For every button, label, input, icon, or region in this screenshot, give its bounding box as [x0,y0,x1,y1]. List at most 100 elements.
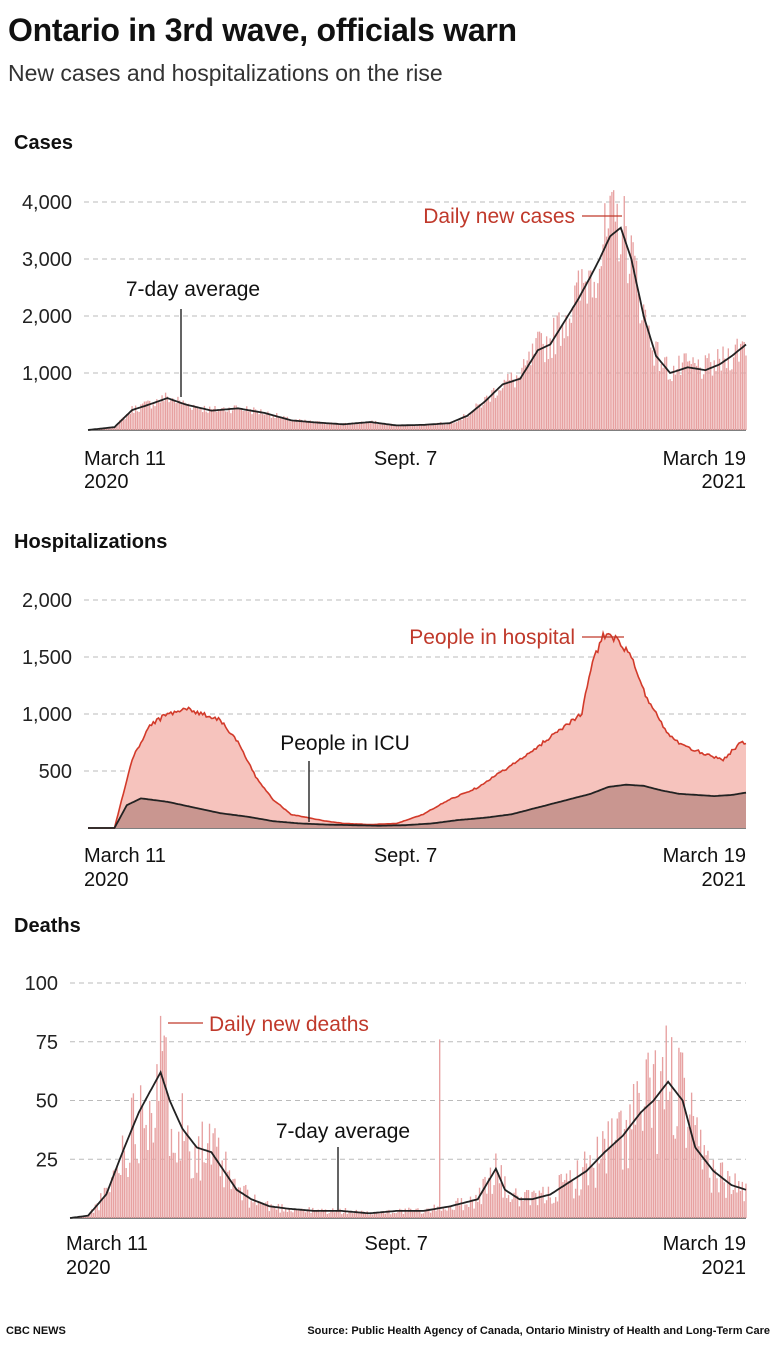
cases-xtick-label: March 19 [663,448,746,470]
cases-daily-bar [207,412,209,430]
deaths-daily-bar [439,1039,441,1218]
cases-daily-bar [553,317,555,430]
cases-daily-bar [424,425,426,430]
deaths-daily-bar [254,1194,256,1218]
cases-daily-bar [336,424,338,430]
deaths-daily-bar [232,1179,234,1218]
deaths-daily-bar [699,1129,702,1218]
deaths-daily-bar [391,1212,394,1218]
cases-daily-bar [231,410,234,430]
cases-daily-bar [609,195,611,430]
cases-daily-bar [717,349,719,430]
cases-daily-bar [406,425,408,430]
deaths-daily-bar [738,1181,740,1218]
cases-daily-bar [639,323,641,430]
cases-daily-bar [635,260,638,430]
cases-daily-bar [293,420,296,430]
deaths-daily-bar [96,1203,98,1218]
cases-daily-bar [394,425,396,430]
cases-daily-bar [450,421,453,430]
cases-daily-bar [106,428,109,430]
deaths-daily-bar [225,1151,227,1218]
deaths-daily-bar [670,1037,673,1218]
cases-daily-bar [568,318,571,430]
deaths-daily-bar [134,1144,136,1218]
cases-daily-bar [235,405,237,430]
cases-daily-bar [478,404,481,430]
cases-daily-bar [187,403,190,430]
cases-daily-bar [447,422,449,430]
deaths-daily-bar [246,1189,249,1218]
cases-daily-bar [265,413,267,430]
cases-daily-bar [143,401,146,430]
cases-daily-bar [288,420,290,430]
cases-daily-bar [371,420,373,430]
cases-daily-bar [517,377,520,430]
cases-daily-bar [584,281,587,430]
cases-daily-bar [688,360,691,430]
deaths-daily-bar [531,1191,533,1218]
cases-daily-bar [381,424,384,430]
cases-daily-bar [244,410,246,430]
deaths-daily-bar [248,1207,251,1218]
cases-daily-bar [219,410,221,430]
deaths-daily-bar [516,1195,519,1218]
deaths-daily-bar [130,1097,133,1218]
deaths-daily-bar [230,1189,232,1218]
cases-daily-bar [729,370,731,430]
deaths-daily-bar [192,1177,194,1218]
page-title: Ontario in 3rd wave, officials warn [8,12,517,48]
cases-daily-bar [369,421,371,430]
deaths-daily-bar [290,1211,292,1218]
deaths-daily-bar [145,1124,147,1218]
cases-daily-bar [251,414,253,430]
cases-daily-bar [477,404,479,430]
cases-daily-bar [260,409,262,430]
deaths-daily-bar [558,1175,560,1218]
cases-daily-bar [565,315,567,430]
deaths-daily-bar [527,1190,530,1218]
deaths-daily-bar [690,1092,693,1218]
cases-daily-bar [263,414,266,430]
cases-daily-bar [304,419,306,430]
cases-daily-bar [133,412,135,430]
cases-daily-bar [741,341,744,430]
cases-daily-bar [279,416,281,430]
cases-daily-bar [337,424,340,430]
deaths-daily-bar [310,1212,312,1218]
cases-daily-bar [515,375,518,430]
deaths-daily-bar [223,1187,225,1218]
deaths-daily-bar [449,1205,452,1218]
deaths-daily-bar [551,1203,553,1218]
deaths-daily-bar [154,1127,156,1218]
cases-ytick-label: 2,000 [22,306,72,328]
cases-daily-bar [362,422,364,430]
deaths-daily-bar [326,1214,329,1218]
hospital-area [88,633,746,828]
cases-daily-bar [233,405,236,430]
cases-daily-bar [350,424,352,430]
cases-daily-bar [489,401,491,430]
deaths-daily-bar [197,1136,200,1218]
cases-daily-bar [441,424,444,430]
deaths-daily-bar [234,1178,236,1218]
cases-daily-bar [339,423,341,430]
deaths-daily-bar [629,1104,631,1218]
deaths-daily-bar [333,1212,336,1218]
page-subtitle: New cases and hospitalizations on the ri… [8,60,443,86]
deaths-daily-bar [168,1155,171,1218]
cases-daily-bar [186,405,188,430]
cases-daily-bar [628,273,631,430]
deaths-daily-bar [620,1110,622,1218]
deaths-daily-bar [433,1204,435,1218]
deaths-daily-bar [743,1201,745,1218]
deaths-daily-bar [219,1176,222,1218]
deaths-daily-bar [458,1205,461,1218]
cases-daily-bar [514,387,516,430]
cases-daily-bar [367,422,370,430]
cases-daily-bar [383,423,386,430]
deaths-daily-bar [544,1203,546,1218]
cases-daily-bar [498,390,500,430]
deaths-daily-bar [288,1208,290,1218]
deaths-daily-bar [522,1200,524,1218]
